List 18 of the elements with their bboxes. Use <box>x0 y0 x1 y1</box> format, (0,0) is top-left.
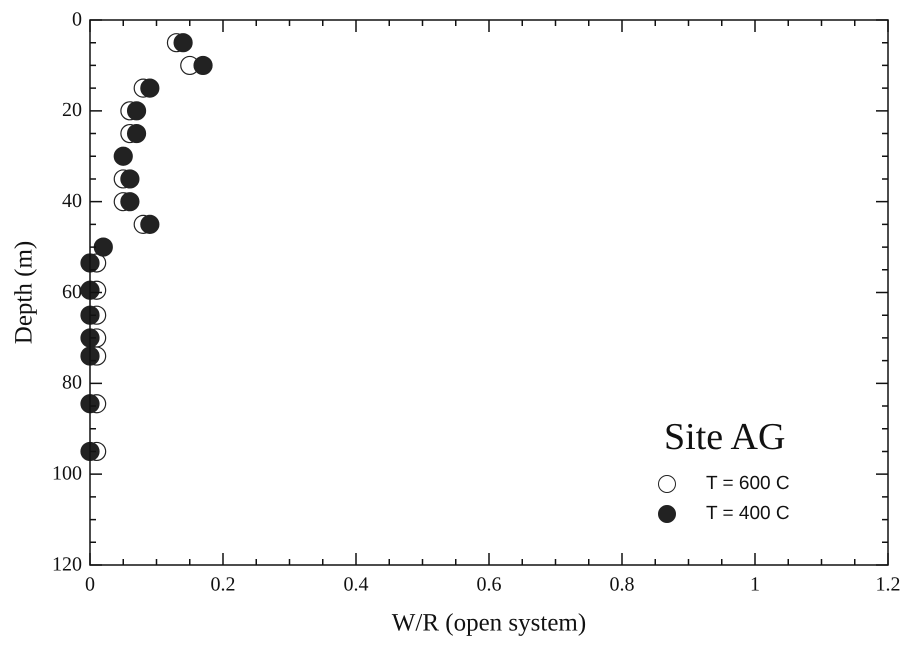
y-tick-label: 0 <box>72 8 82 30</box>
x-tick-label: 0.8 <box>610 573 634 596</box>
x-tick-label: 1.2 <box>876 573 900 596</box>
legend-label: T = 400 C <box>706 503 790 525</box>
x-tick-label: 1 <box>750 573 760 596</box>
y-tick-label: 120 <box>52 553 82 576</box>
x-tick-label: 0.4 <box>344 573 368 596</box>
y-tick-label: 40 <box>62 190 82 212</box>
x-tick-label: 0.2 <box>210 573 236 596</box>
legend-title: Site AG <box>664 415 786 459</box>
x-tick-label: 0.6 <box>476 573 502 596</box>
legend-label: T = 600 C <box>706 473 790 495</box>
y-axis-title: Depth (m) <box>10 240 38 344</box>
y-tick-label: 100 <box>52 462 82 484</box>
x-axis-title: W/R (open system) <box>392 610 586 637</box>
y-tick-label: 80 <box>62 372 82 394</box>
y-tick-label: 60 <box>62 280 82 303</box>
y-tick-label: 20 <box>62 99 82 122</box>
